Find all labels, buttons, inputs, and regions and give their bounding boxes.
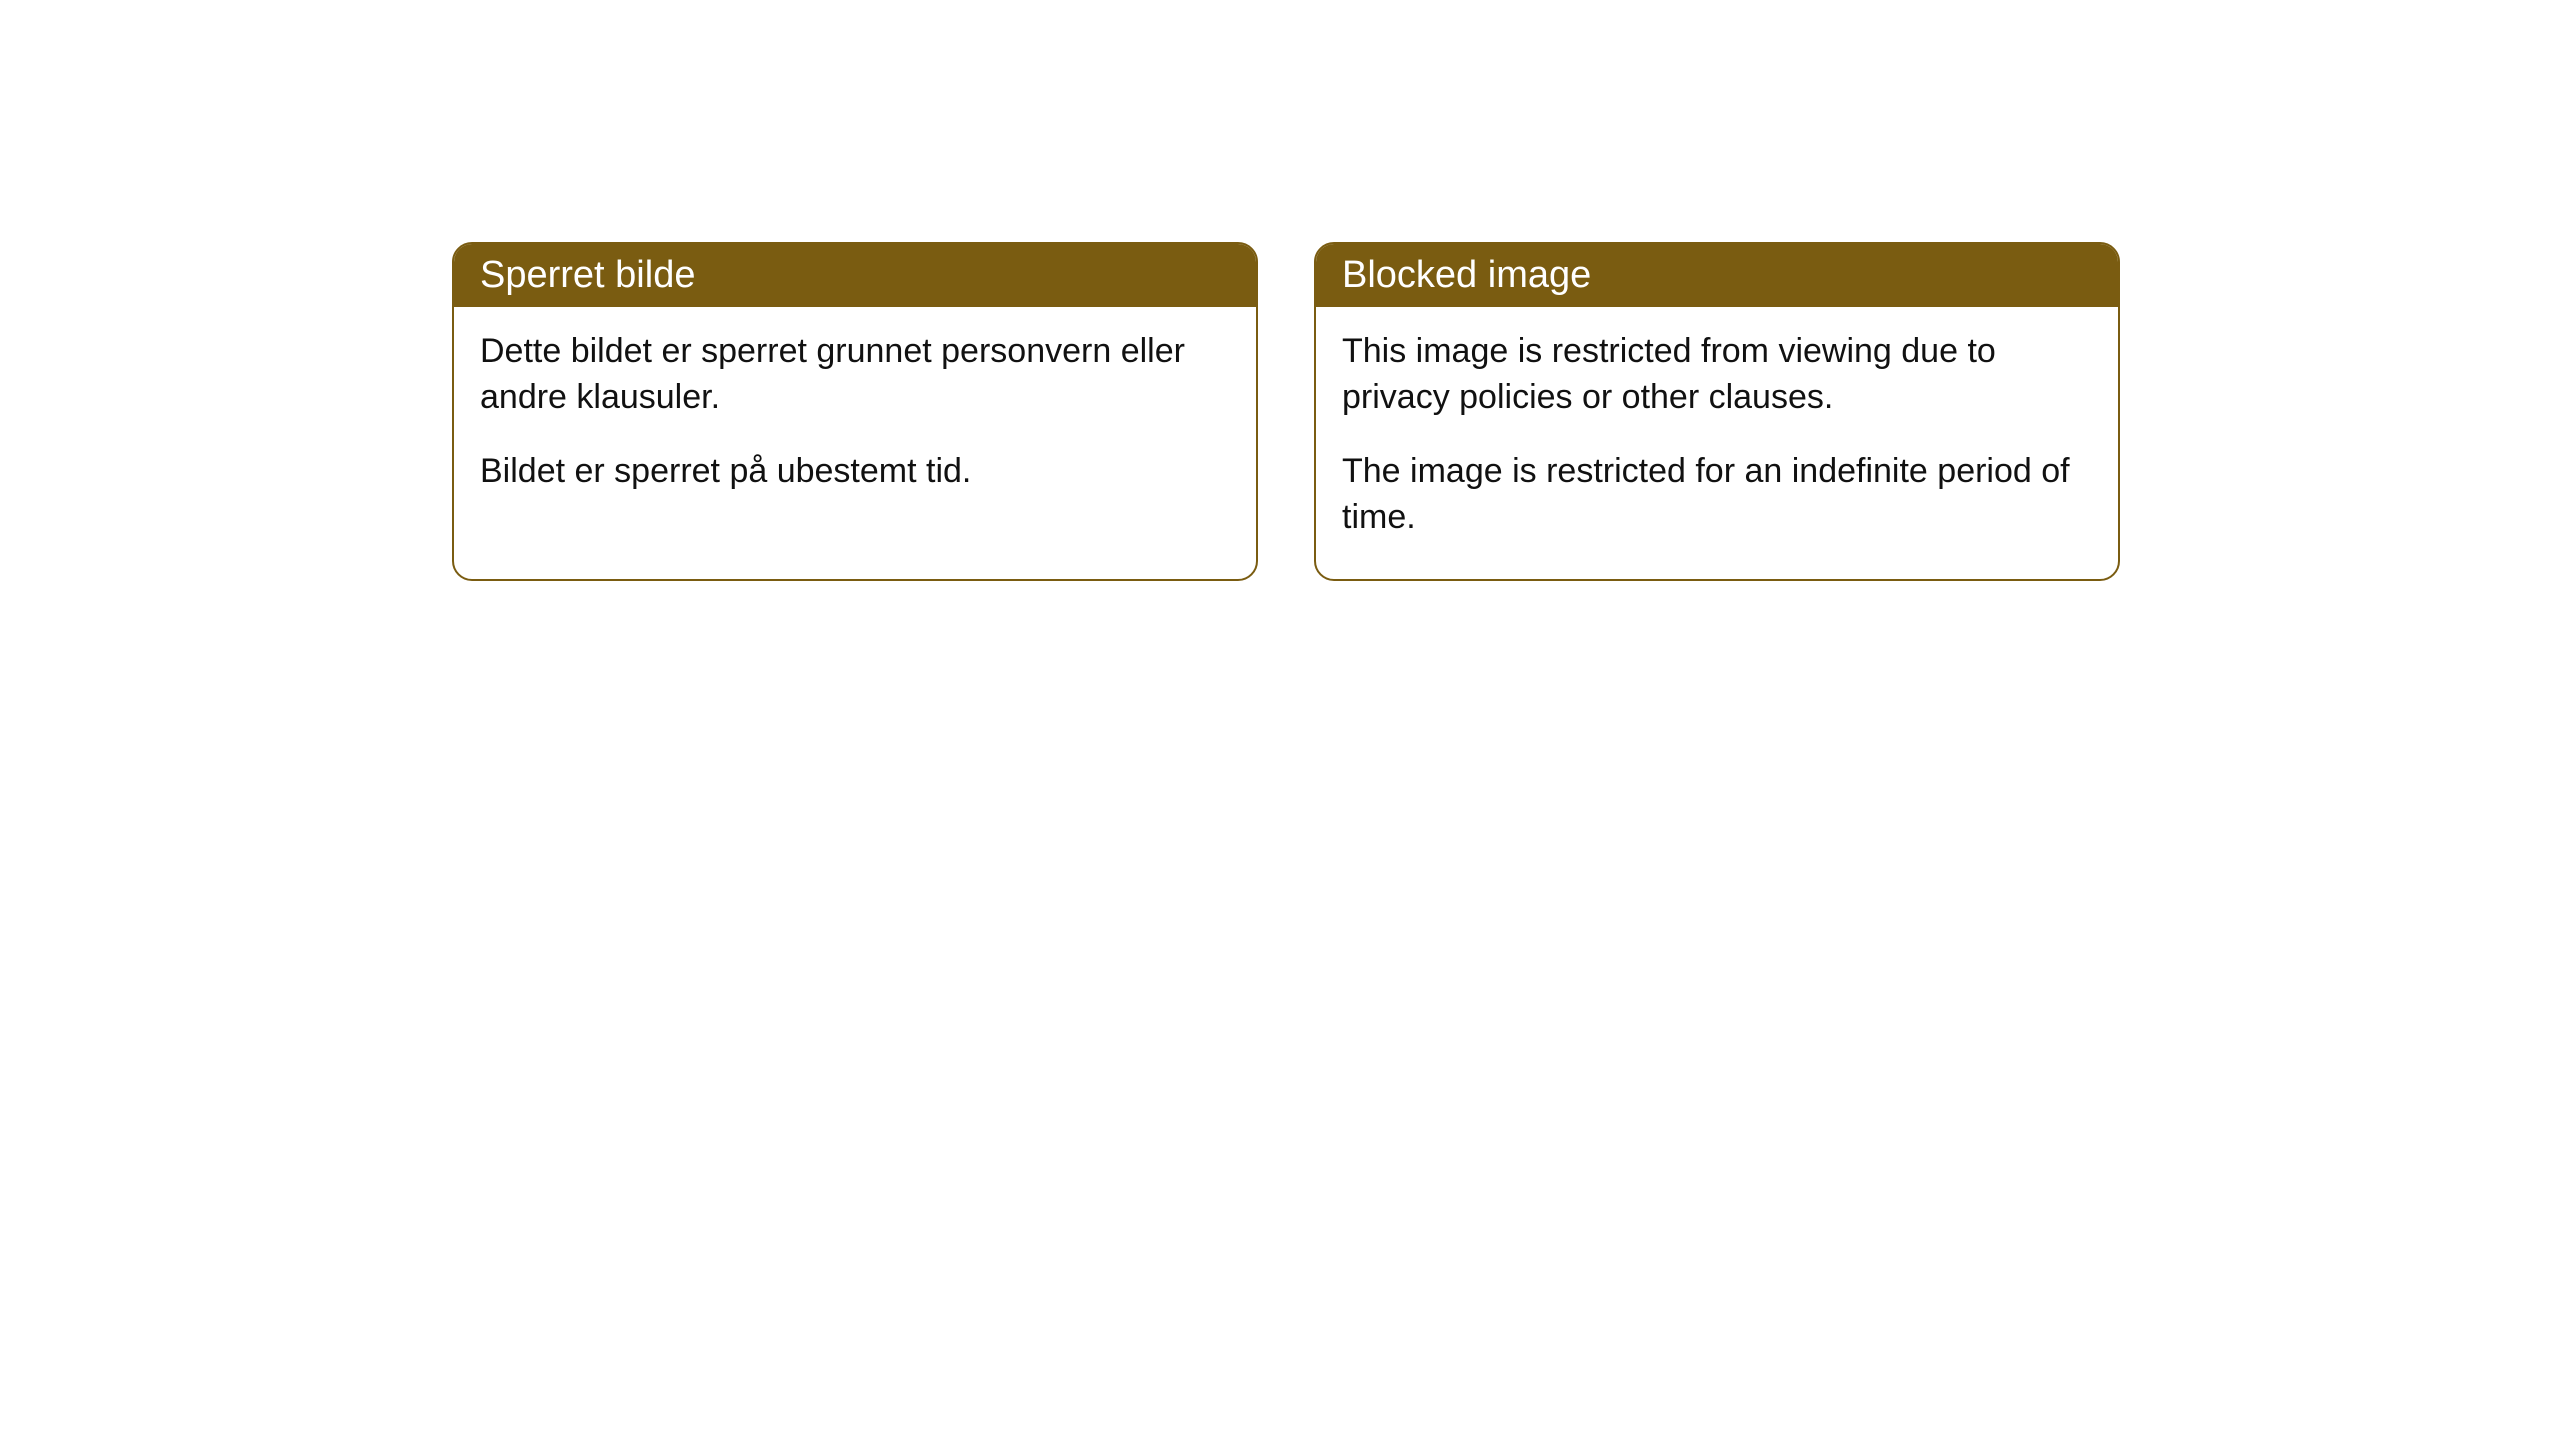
card-header: Blocked image (1316, 244, 2118, 307)
card-body: This image is restricted from viewing du… (1316, 307, 2118, 579)
card-body: Dette bildet er sperret grunnet personve… (454, 307, 1256, 533)
card-paragraph-1: Dette bildet er sperret grunnet personve… (480, 329, 1230, 421)
card-header: Sperret bilde (454, 244, 1256, 307)
notice-container: Sperret bilde Dette bildet er sperret gr… (452, 242, 2120, 581)
card-paragraph-1: This image is restricted from viewing du… (1342, 329, 2092, 421)
card-paragraph-2: The image is restricted for an indefinit… (1342, 449, 2092, 541)
card-title: Sperret bilde (480, 254, 695, 296)
blocked-image-card-norwegian: Sperret bilde Dette bildet er sperret gr… (452, 242, 1258, 581)
blocked-image-card-english: Blocked image This image is restricted f… (1314, 242, 2120, 581)
card-title: Blocked image (1342, 254, 1591, 296)
card-paragraph-2: Bildet er sperret på ubestemt tid. (480, 449, 1230, 495)
